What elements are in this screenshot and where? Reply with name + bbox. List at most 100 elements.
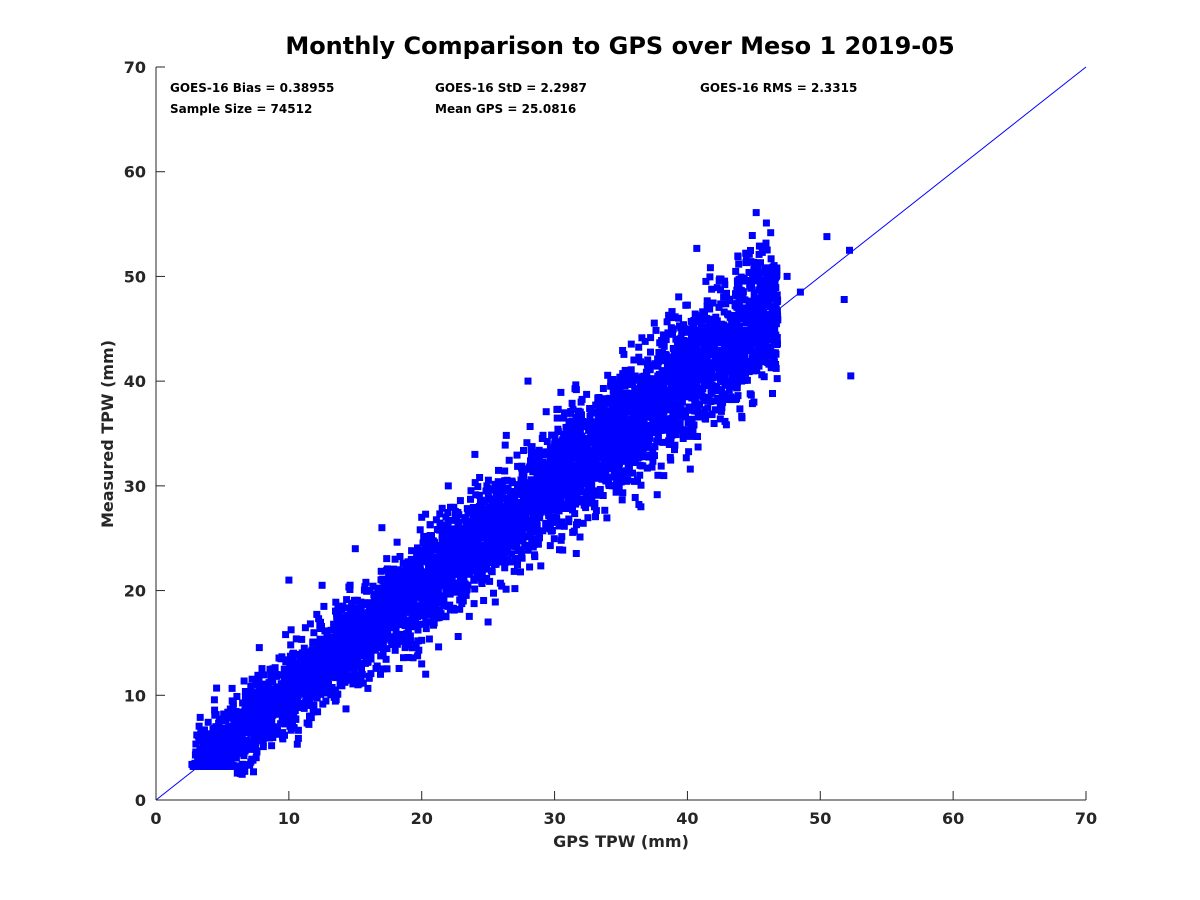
data-point [448,577,456,585]
data-point [410,602,417,610]
data-point [395,665,403,672]
data-point [630,356,638,364]
data-point [426,521,434,529]
data-point [736,405,744,413]
data-point [637,481,645,489]
data-point [696,389,704,396]
data-point [600,455,608,463]
data-point [621,428,628,436]
data-point [489,495,497,503]
data-point [433,542,441,550]
data-point [757,358,765,366]
data-point [247,711,255,719]
data-point [703,297,711,305]
data-point [725,330,733,338]
data-point [718,386,725,394]
data-point [774,312,782,320]
data-point [622,437,630,445]
data-point [383,620,391,628]
data-point [352,634,360,642]
data-point [217,736,225,744]
data-point [514,462,522,470]
data-point [570,500,578,508]
data-point [332,696,340,704]
data-point [357,598,365,606]
data-point [445,570,453,578]
data-point [737,293,745,301]
data-point [322,697,330,705]
data-point [556,546,563,554]
data-point [205,730,213,738]
data-point [444,602,452,610]
data-points [188,209,855,778]
data-point [769,327,777,335]
data-point [652,408,660,416]
data-point [349,673,357,680]
data-point [391,621,399,629]
data-point [383,592,391,600]
data-point [229,734,236,742]
data-point [738,371,746,379]
data-point [772,293,780,301]
data-point [435,643,443,651]
data-point [383,645,391,653]
data-point [422,510,430,518]
data-point [204,718,212,726]
data-point [510,567,518,575]
data-point [228,684,236,692]
data-point [724,377,732,385]
data-point [514,526,522,534]
data-point [490,543,498,550]
data-point [770,358,778,366]
data-point [559,436,567,444]
data-point [688,347,696,355]
data-point [387,608,394,616]
data-point [448,516,455,524]
data-point [320,602,328,610]
data-point [236,737,244,745]
data-point [512,511,520,519]
data-point [720,321,728,329]
data-point [648,414,656,422]
data-point [470,575,478,583]
data-point [605,463,613,471]
data-point [521,542,529,550]
data-point [408,547,416,555]
data-point [379,665,387,673]
data-point [399,581,407,589]
data-point [290,681,298,689]
data-point [199,739,207,747]
data-point [454,518,462,526]
data-point [678,398,686,406]
data-point [465,551,473,559]
data-point [659,438,667,446]
data-point [631,390,638,398]
data-point [196,713,204,721]
data-point [703,302,711,310]
data-point [323,677,331,685]
data-point [521,498,529,506]
data-point [575,482,583,490]
data-point [722,421,730,429]
data-point [338,606,346,614]
data-point [587,418,595,426]
data-point [558,482,566,490]
data-point [720,293,728,301]
data-point [514,481,521,489]
data-point [260,687,268,695]
data-point [707,385,715,393]
data-point [647,422,655,430]
data-point [211,706,219,714]
data-point [613,419,621,427]
data-point [471,525,479,533]
data-point [691,310,699,318]
data-point [701,397,708,404]
data-point [319,677,327,685]
data-point [745,330,753,338]
data-point [214,752,222,760]
data-point [644,364,652,372]
data-point [385,583,393,591]
data-point [304,658,311,666]
data-point [336,646,344,654]
data-point [618,412,626,420]
